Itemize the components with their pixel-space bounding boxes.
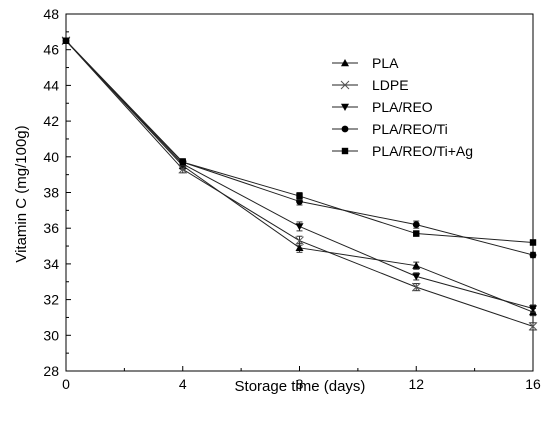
legend-label: PLA/REO/Ti	[372, 121, 448, 137]
legend-item: PLA/REO	[332, 99, 433, 115]
data-point	[411, 282, 421, 292]
x-axis: 0 4 8 12 16	[62, 366, 541, 392]
series-line	[65, 40, 534, 313]
data-point	[413, 230, 420, 237]
legend-label: LDPE	[372, 77, 409, 93]
legend-marker	[341, 125, 349, 133]
legend-label: PLA	[372, 55, 399, 71]
data-point-stroke	[411, 282, 421, 292]
legend-item: LDPE	[332, 77, 409, 93]
y-tick-label: 28	[43, 363, 59, 379]
y-tick-label: 42	[43, 113, 59, 129]
data-point	[529, 305, 537, 313]
series-line	[65, 40, 534, 327]
data-point	[295, 223, 304, 231]
x-axis-title: Storage time (days)	[235, 378, 366, 395]
data-point	[296, 192, 303, 200]
data-point	[295, 236, 304, 246]
data-point	[528, 322, 538, 331]
y-tick-label: 36	[43, 220, 59, 236]
legend-label: PLA/REO	[372, 99, 433, 115]
data-point-stroke	[528, 322, 538, 331]
x-tick-label: 16	[525, 376, 541, 392]
legend-item: PLA/REO/Ti+Ag	[332, 143, 473, 159]
data-point	[412, 221, 420, 229]
y-tick-label: 32	[43, 292, 59, 308]
legend-label: PLA/REO/Ti+Ag	[372, 143, 473, 159]
y-tick-label: 38	[43, 185, 59, 201]
legend-item: PLA	[332, 55, 399, 71]
series-line	[65, 40, 534, 310]
series-layer	[61, 36, 538, 331]
series-1	[61, 36, 538, 331]
y-tick-label: 44	[43, 77, 59, 93]
legend-marker	[341, 147, 349, 155]
y-axis-title: Vitamin C (mg/100g)	[13, 125, 30, 262]
legend-marker	[341, 59, 349, 67]
legend-marker	[341, 103, 349, 111]
y-tick-label: 40	[43, 149, 59, 165]
y-tick-label: 48	[43, 6, 59, 22]
y-tick-label: 46	[43, 42, 59, 58]
data-point	[529, 251, 537, 259]
legend-item: PLA/REO/Ti	[332, 121, 448, 137]
legend-marker-stroke	[340, 80, 350, 90]
data-point	[412, 273, 421, 281]
legend: PLA LDPE PLA/REO PLA/REO/Ti PLA/REO/Ti+Ag	[332, 55, 473, 159]
x-tick-label: 4	[179, 376, 187, 392]
x-tick-label: 0	[62, 376, 70, 392]
y-axis: 28 30 32 34 36 38 40 42 44 46 48	[43, 6, 71, 379]
data-point-stroke	[295, 236, 304, 246]
series-0	[62, 36, 537, 317]
y-tick-label: 34	[43, 256, 59, 272]
data-point	[178, 164, 188, 174]
data-point	[529, 239, 537, 246]
data-point-stroke	[178, 164, 188, 174]
series-line	[65, 40, 534, 243]
series-2	[62, 37, 537, 313]
x-tick-label: 12	[408, 376, 424, 392]
data-point	[62, 37, 70, 44]
y-tick-label: 30	[43, 327, 59, 343]
x-tick-label: 8	[296, 376, 304, 392]
data-point	[412, 261, 421, 269]
data-point	[295, 243, 304, 252]
series-4	[62, 37, 537, 246]
data-point	[179, 158, 186, 166]
legend-marker	[340, 80, 350, 90]
